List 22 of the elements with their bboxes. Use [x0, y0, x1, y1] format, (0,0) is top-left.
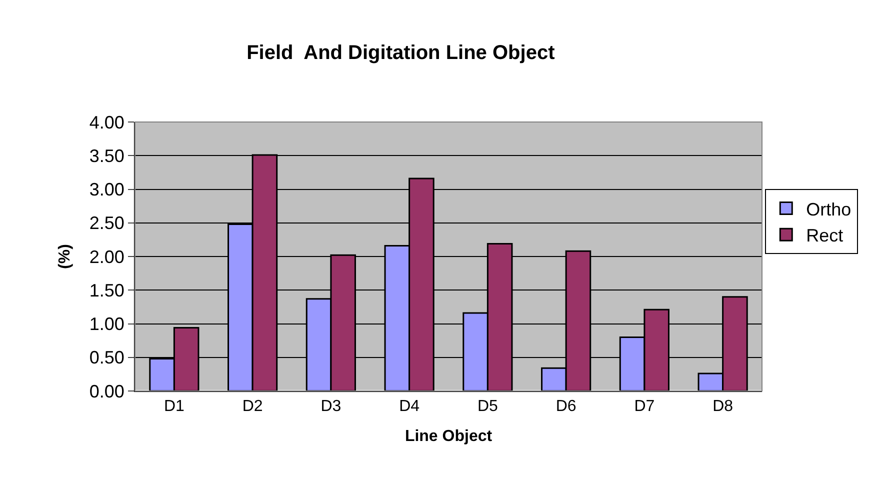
- y-tick-label: 0.00: [89, 381, 124, 402]
- y-tick-label: 1.00: [89, 314, 124, 334]
- y-tick-label: 3.50: [89, 146, 124, 166]
- x-tick-label: D4: [399, 398, 420, 416]
- x-tick-label: D8: [712, 398, 734, 416]
- x-axis-title: Line Object: [404, 428, 493, 445]
- y-axis-title: (%): [56, 244, 74, 269]
- legend-label: Rect: [806, 226, 844, 246]
- x-tick-label: D2: [242, 398, 263, 416]
- y-tick-label: 1.50: [89, 280, 124, 300]
- chart-title: Field And Digitation Line Object: [246, 42, 556, 64]
- y-tick-label: 2.00: [89, 246, 124, 267]
- y-tick-label: 4.00: [89, 112, 124, 132]
- x-tick-label: D1: [164, 398, 185, 416]
- y-tick-label: 0.50: [89, 348, 124, 368]
- x-tick-label: D6: [556, 398, 576, 416]
- y-tick-label: 3.00: [89, 180, 124, 200]
- y-tick-label: 2.50: [89, 213, 124, 234]
- x-tick-label: D5: [477, 398, 498, 416]
- x-tick-label: D3: [320, 398, 342, 416]
- legend-label: Ortho: [806, 199, 852, 220]
- x-tick-label: D7: [634, 398, 655, 416]
